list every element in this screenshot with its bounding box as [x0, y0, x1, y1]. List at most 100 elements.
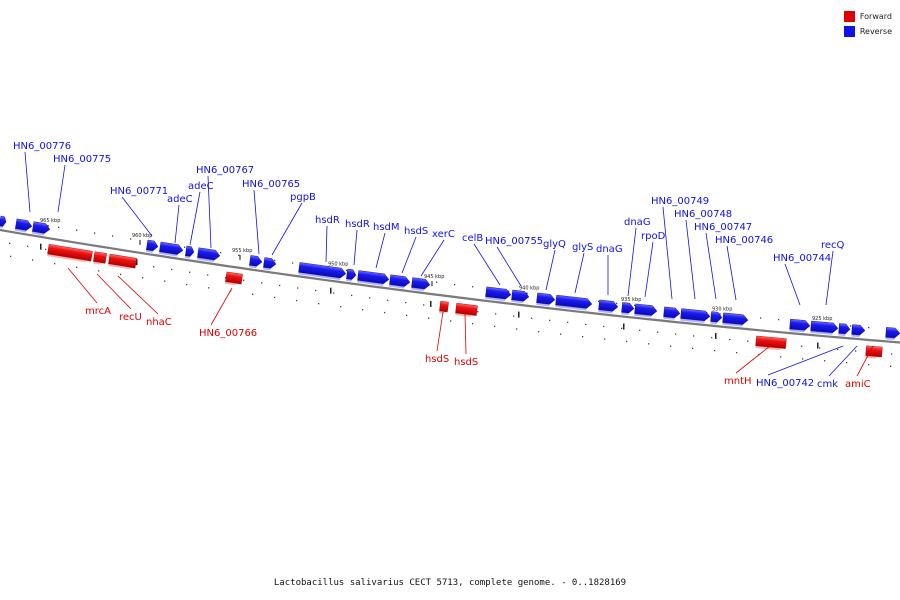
gene-feature [885, 327, 900, 341]
gene-label-rpod: rpoD [641, 231, 666, 242]
gene-feature-hn6_00765 [249, 255, 263, 269]
leader-line [464, 313, 467, 355]
gene-label-hsdr: hsdR [315, 215, 340, 226]
position-dot [603, 325, 605, 328]
gene-label-xerc: xerC [432, 229, 455, 240]
position-dot [837, 348, 839, 351]
scale-tick-label: 950 kbp [328, 261, 348, 267]
position-dot [346, 269, 348, 272]
leader-line [662, 206, 673, 300]
position-dot [711, 337, 713, 339]
position-dot [318, 303, 320, 305]
gene-feature-mrca [47, 243, 93, 263]
leader-line [67, 267, 98, 304]
position-dot [315, 289, 317, 292]
position-dot [369, 297, 371, 299]
gene-label-dnag: dnaG [596, 244, 623, 255]
gene-feature-hsds [439, 300, 449, 314]
position-dot [868, 363, 870, 366]
position-dot [692, 347, 694, 349]
gene-feature-hn6_00766 [225, 271, 243, 286]
position-dot [207, 274, 209, 276]
position-dot [494, 325, 496, 328]
map-caption: Lactobacillus salivarius CECT 5713, comp… [273, 578, 627, 588]
minor-tick [715, 333, 717, 339]
gene-label-dnag: dnaG [624, 217, 651, 228]
scale-tick-label: 935 kbp [621, 297, 641, 303]
scale-tick-label: 965 kbp [40, 218, 60, 224]
position-dot [54, 263, 56, 265]
gene-feature-dnag [598, 299, 619, 314]
position-dot [153, 266, 155, 268]
position-dot [297, 287, 299, 289]
position-dot [120, 273, 122, 275]
leader-line [828, 345, 858, 377]
gene-feature-mnth [755, 335, 787, 351]
position-dot [598, 300, 600, 303]
position-dot [261, 282, 263, 284]
gene-label-hn6_00775: HN6_00775 [53, 154, 111, 165]
minor-tick [330, 287, 332, 294]
leader-line [207, 175, 212, 249]
position-dot [714, 349, 716, 352]
gene-label-hsds: hsdS [404, 226, 428, 237]
position-dot [648, 343, 650, 345]
gene-feature-hn6_00776 [14, 218, 33, 233]
position-dot [98, 270, 100, 272]
position-dot [186, 283, 188, 286]
position-dot [846, 362, 848, 364]
position-dot [351, 294, 353, 297]
position-dot [220, 252, 222, 254]
position-dot [436, 281, 438, 283]
position-dot [508, 290, 510, 292]
position-dot [657, 331, 659, 333]
legend-label-forward: Forward [859, 12, 892, 21]
position-dot [890, 365, 892, 367]
gene-feature-hn6_00746 [722, 312, 749, 327]
gene-label-hn6_00771: HN6_00771 [110, 186, 168, 197]
position-dot [94, 232, 96, 234]
position-dot [405, 302, 407, 304]
gene-feature-glys [555, 294, 593, 311]
minor-tick [518, 311, 520, 318]
gene-label-mrca: mrcA [85, 306, 111, 317]
leader-line [189, 191, 201, 246]
leader-line [271, 202, 303, 256]
position-dot [472, 323, 474, 325]
legend-item-forward: Forward [843, 9, 892, 24]
position-dot [252, 293, 254, 295]
gene-label-adec: adeC [167, 194, 193, 205]
scale-tick-label: 955 kbp [232, 248, 252, 254]
leader-line [545, 249, 556, 291]
position-dot [76, 266, 78, 268]
leader-line [420, 239, 445, 277]
position-dot [549, 319, 551, 321]
position-dot [387, 299, 389, 301]
position-dot [850, 325, 852, 327]
position-dot [423, 304, 425, 306]
scale-tick-label: 945 kbp [424, 274, 444, 280]
position-dot [855, 350, 857, 352]
forward-swatch [843, 11, 855, 22]
position-dot [626, 340, 628, 343]
leader-line [574, 252, 585, 294]
leader-line [96, 273, 132, 310]
minor-tick [40, 243, 42, 250]
position-dot [406, 314, 408, 317]
gene-label-celb: celB [462, 233, 483, 244]
position-dot [801, 345, 803, 347]
scale-tick-label: 930 kbp [712, 306, 732, 312]
leader-line [726, 245, 737, 301]
leader-line [117, 275, 159, 315]
position-dot [531, 317, 533, 319]
position-dot [604, 338, 606, 340]
position-dot [184, 246, 186, 248]
position-dot [130, 238, 132, 240]
leader-line [253, 189, 260, 255]
position-dot [32, 259, 34, 261]
gene-label-hn6_00749: HN6_00749 [651, 196, 709, 207]
scale-tick-label: 925 kbp [812, 316, 832, 322]
gene-feature-cmk [851, 324, 866, 338]
minor-tick [623, 323, 625, 330]
position-dot [76, 229, 78, 231]
